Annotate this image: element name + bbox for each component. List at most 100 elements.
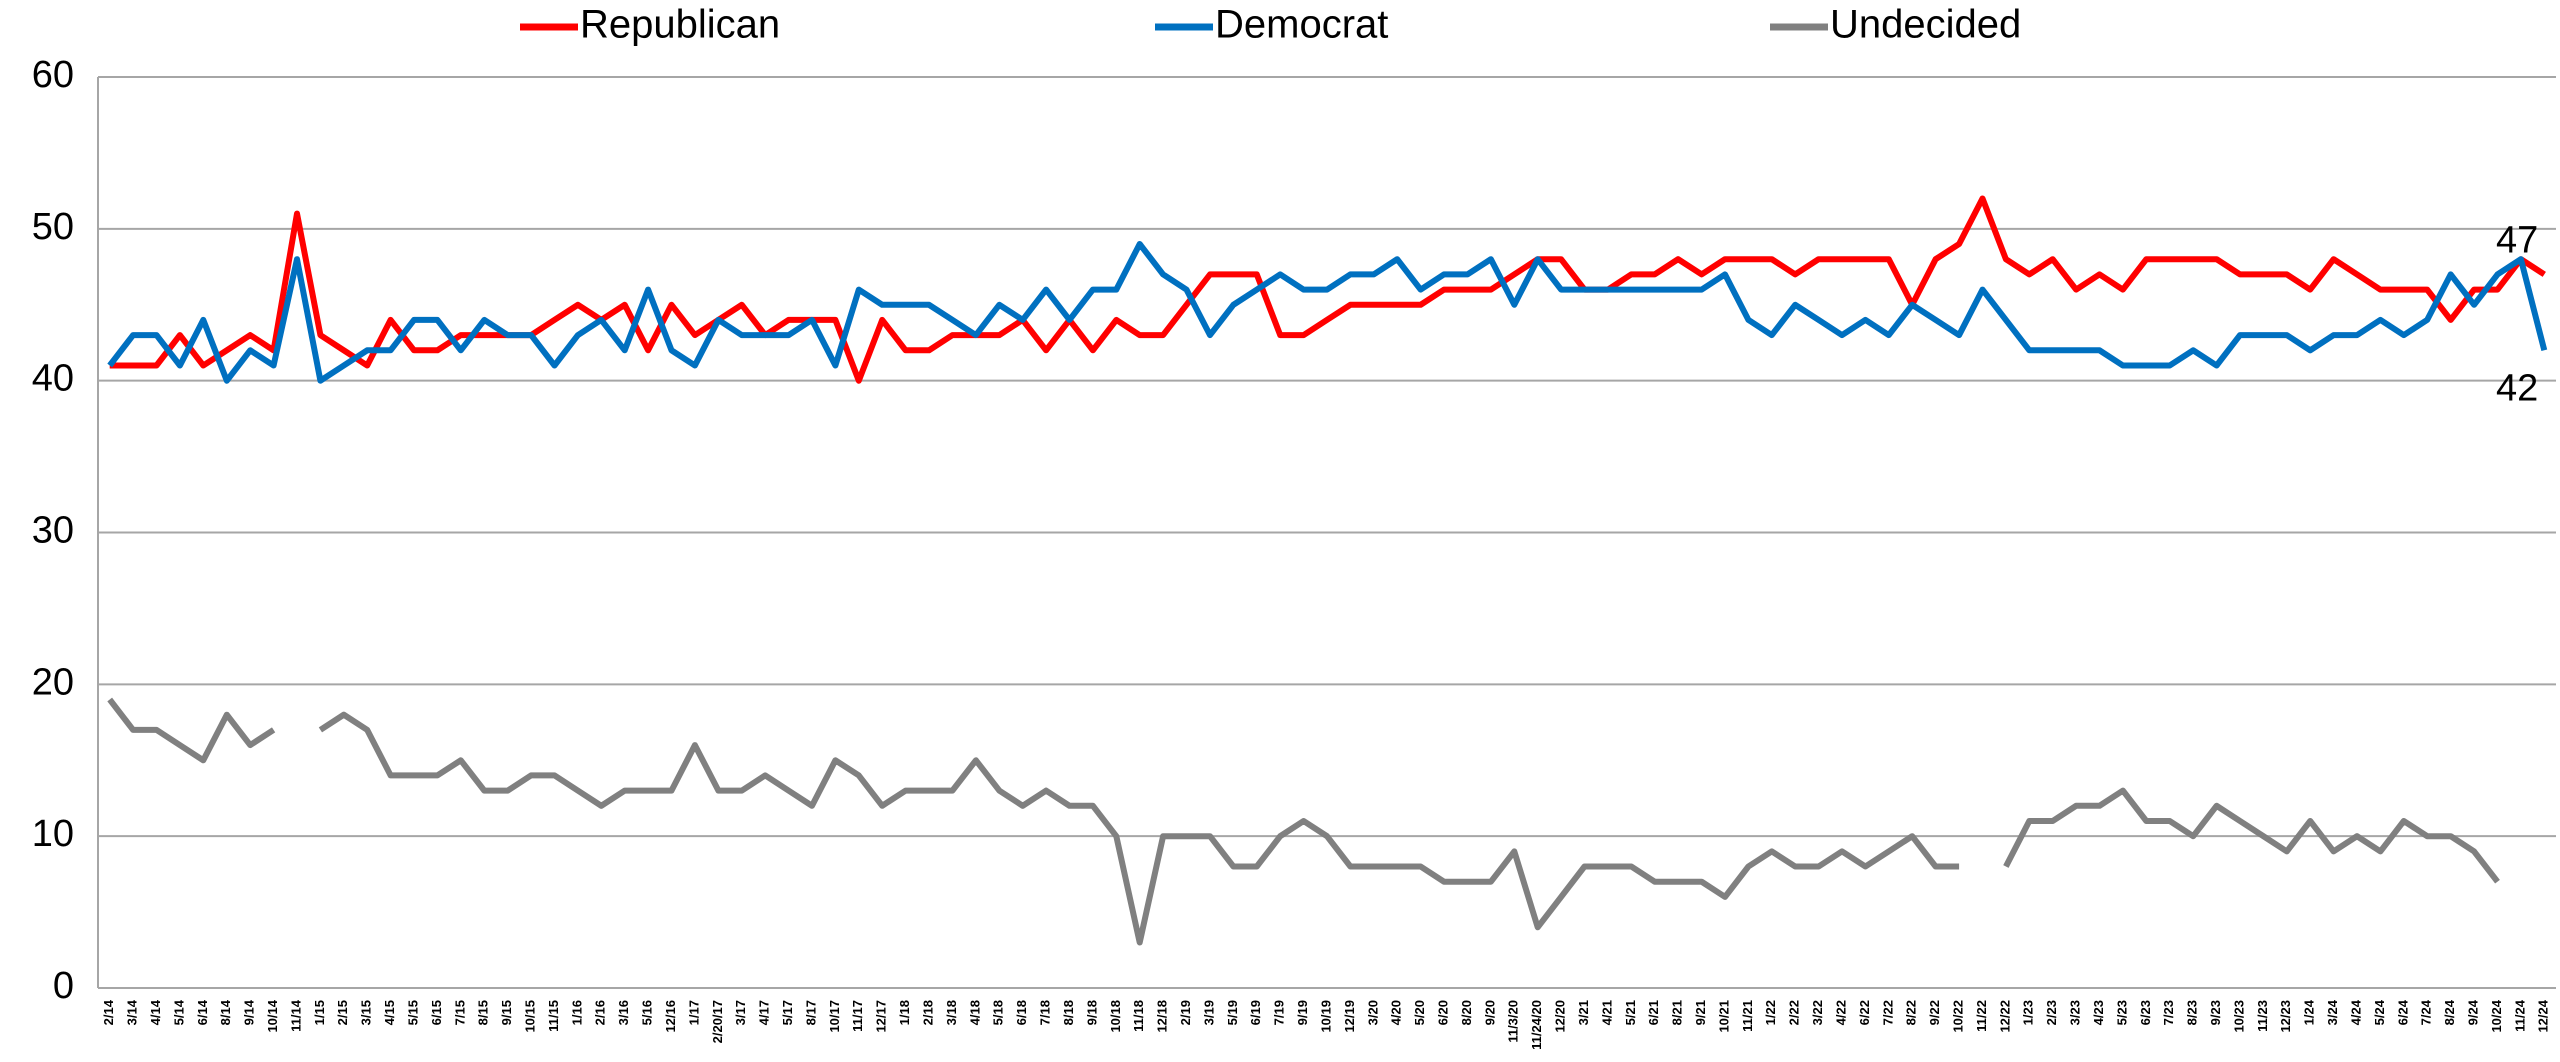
x-tick-label: 1/18 <box>897 1000 912 1025</box>
x-tick-label: 5/19 <box>1225 1000 1240 1025</box>
x-tick-label: 1/15 <box>312 1000 327 1025</box>
x-tick-label: 8/22 <box>1904 1000 1919 1025</box>
x-tick-label: 4/21 <box>1599 1000 1614 1025</box>
x-tick-label: 4/17 <box>757 1000 772 1025</box>
x-tick-label: 3/18 <box>944 1000 959 1025</box>
x-tick-label: 5/18 <box>991 1000 1006 1025</box>
x-tick-label: 12/19 <box>1342 1000 1357 1033</box>
x-tick-label: 2/15 <box>335 1000 350 1025</box>
x-tick-label: 6/21 <box>1646 1000 1661 1025</box>
x-tick-label: 11/15 <box>546 1000 561 1032</box>
x-tick-label: 6/24 <box>2395 999 2410 1025</box>
x-tick-label: 1/23 <box>2021 1000 2036 1025</box>
x-tick-label: 2/23 <box>2044 1000 2059 1025</box>
x-tick-label: 9/21 <box>1693 1000 1708 1025</box>
x-tick-label: 1/16 <box>569 1000 584 1025</box>
x-tick-label: 4/24 <box>2348 999 2363 1025</box>
x-tick-label: 9/18 <box>1084 1000 1099 1025</box>
legend-label: Undecided <box>1830 3 2021 47</box>
x-tick-label: 12/22 <box>1997 1000 2012 1033</box>
x-tick-label: 1/22 <box>1763 1000 1778 1025</box>
x-tick-label: 7/18 <box>1038 1000 1053 1025</box>
x-tick-label: 4/14 <box>148 999 163 1025</box>
x-tick-label: 4/23 <box>2091 1000 2106 1025</box>
x-tick-label: 2/16 <box>593 1000 608 1025</box>
x-tick-label: 9/22 <box>1927 1000 1942 1025</box>
x-tick-label: 11/24/20 <box>1529 1000 1544 1050</box>
x-tick-label: 3/20 <box>1365 1000 1380 1025</box>
series-line <box>107 697 2500 946</box>
x-tick-label: 10/14 <box>265 999 280 1032</box>
x-tick-label: 9/23 <box>2208 1000 2223 1025</box>
y-tick-label: 60 <box>32 54 74 96</box>
x-tick-label: 8/23 <box>2185 1000 2200 1025</box>
x-tick-label: 3/23 <box>2068 1000 2083 1025</box>
x-tick-label: 6/23 <box>2138 1000 2153 1025</box>
x-tick-label: 3/14 <box>125 999 140 1025</box>
x-tick-label: 5/23 <box>2114 1000 2129 1025</box>
data-label: 42 <box>2496 367 2538 409</box>
x-tick-label: 5/20 <box>1412 1000 1427 1025</box>
x-tick-label: 5/16 <box>640 1000 655 1025</box>
x-tick-label: 5/24 <box>2372 999 2387 1025</box>
x-tick-label: 12/18 <box>1155 1000 1170 1033</box>
x-tick-label: 6/14 <box>195 999 210 1025</box>
x-tick-label: 10/24 <box>2489 999 2504 1032</box>
x-tick-label: 8/14 <box>218 999 233 1025</box>
x-tick-label: 10/22 <box>1950 1000 1965 1033</box>
x-tick-label: 9/20 <box>1482 1000 1497 1025</box>
y-tick-label: 0 <box>53 965 74 1007</box>
x-tick-label: 11/18 <box>1131 1000 1146 1032</box>
x-tick-label: 4/20 <box>1389 1000 1404 1025</box>
x-tick-label: 3/17 <box>733 1000 748 1025</box>
x-tick-label: 7/24 <box>2419 999 2434 1025</box>
x-tick-label: 2/19 <box>1178 1000 1193 1025</box>
x-tick-label: 9/24 <box>2466 999 2481 1025</box>
x-tick-label: 3/15 <box>359 1000 374 1025</box>
x-tick-label: 5/15 <box>405 1000 420 1025</box>
x-tick-label: 6/18 <box>1014 1000 1029 1025</box>
x-tick-label: 4/22 <box>1833 1000 1848 1025</box>
x-tick-label: 6/20 <box>1435 1000 1450 1025</box>
x-tick-label: 3/24 <box>2325 999 2340 1025</box>
x-tick-label: 10/23 <box>2231 1000 2246 1033</box>
x-tick-label: 6/19 <box>1248 1000 1263 1025</box>
x-tick-label: 4/15 <box>382 1000 397 1025</box>
y-tick-label: 20 <box>32 661 74 703</box>
x-tick-label: 12/24 <box>2536 999 2551 1032</box>
x-tick-label: 7/23 <box>2161 1000 2176 1025</box>
x-tick-label: 6/15 <box>429 1000 444 1025</box>
x-tick-label: 9/14 <box>242 999 257 1025</box>
x-tick-label: 2/22 <box>1787 1000 1802 1025</box>
x-tick-label: 11/23 <box>2255 1000 2270 1032</box>
x-tick-label: 10/19 <box>1318 1000 1333 1033</box>
x-tick-label: 10/21 <box>1716 1000 1731 1033</box>
series-line <box>107 241 2548 384</box>
x-tick-label: 11/17 <box>850 1000 865 1032</box>
x-tick-label: 12/16 <box>663 1000 678 1033</box>
x-tick-label: 2/14 <box>101 999 116 1025</box>
x-tick-label: 11/22 <box>1974 1000 1989 1032</box>
x-tick-label: 5/17 <box>780 1000 795 1025</box>
x-tick-label: 8/21 <box>1670 1000 1685 1025</box>
x-tick-label: 8/24 <box>2442 999 2457 1025</box>
x-tick-label: 9/19 <box>1295 1000 1310 1025</box>
x-tick-label: 11/3/20 <box>1506 1000 1521 1043</box>
x-tick-label: 8/20 <box>1459 1000 1474 1025</box>
y-tick-label: 50 <box>32 206 74 248</box>
x-tick-label: 3/19 <box>1201 1000 1216 1025</box>
x-tick-label: 10/17 <box>827 1000 842 1033</box>
x-tick-label: 1/24 <box>2302 999 2317 1025</box>
x-tick-label: 7/19 <box>1272 1000 1287 1025</box>
x-tick-label: 6/22 <box>1857 1000 1872 1025</box>
legend-label: Democrat <box>1215 3 1388 47</box>
x-tick-label: 2/18 <box>920 1000 935 1025</box>
x-tick-label: 3/21 <box>1576 1000 1591 1025</box>
x-tick-label: 1/17 <box>686 1000 701 1025</box>
x-tick-label: 5/14 <box>171 999 186 1025</box>
x-tick-label: 5/21 <box>1623 1000 1638 1025</box>
x-tick-label: 7/22 <box>1880 1000 1895 1025</box>
x-tick-label: 8/17 <box>803 1000 818 1025</box>
data-label: 47 <box>2496 219 2538 261</box>
